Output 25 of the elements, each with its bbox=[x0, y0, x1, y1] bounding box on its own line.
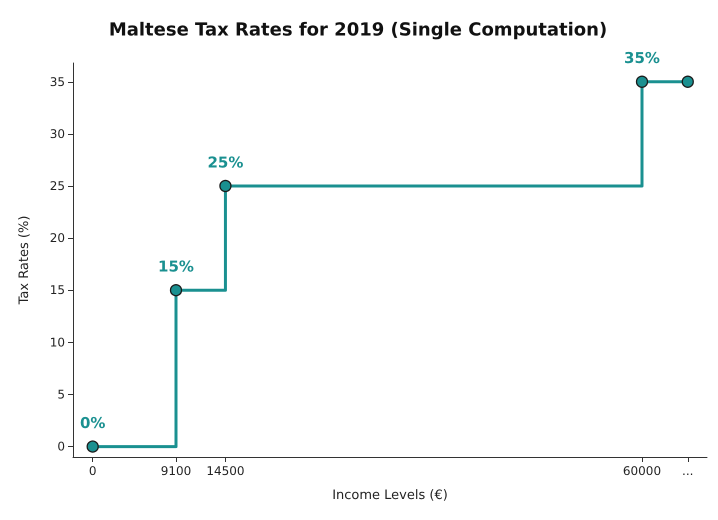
y-axis-title: Tax Rates (%) bbox=[17, 216, 32, 306]
x-tick-label: 9100 bbox=[160, 464, 192, 478]
point bbox=[219, 180, 232, 192]
y-tick-label: 10 bbox=[50, 335, 65, 350]
data-label: 15% bbox=[158, 258, 194, 276]
y-tick-label: 35 bbox=[50, 74, 65, 89]
point bbox=[170, 284, 182, 296]
x-tick-label: ... bbox=[682, 464, 694, 478]
data-label: 25% bbox=[207, 153, 244, 172]
point bbox=[636, 76, 648, 88]
x-tick-label: 60000 bbox=[622, 464, 662, 478]
x-tick-label: 14500 bbox=[206, 464, 245, 478]
x-tick-label: 0 bbox=[88, 464, 97, 478]
data-label: 0% bbox=[80, 414, 106, 432]
data-label: 35% bbox=[624, 49, 660, 68]
chart-title: Maltese Tax Rates for 2019 (Single Computation) bbox=[108, 20, 608, 40]
y-tick-label: 0 bbox=[57, 440, 65, 454]
y-tick-label: 20 bbox=[50, 231, 65, 246]
point bbox=[86, 440, 99, 453]
x-axis-title: Income Levels (€) bbox=[332, 488, 448, 503]
y-tick-label: 15 bbox=[50, 283, 65, 298]
y-tick-label: 5 bbox=[57, 387, 65, 402]
y-tick-label: 25 bbox=[50, 178, 65, 193]
y-tick-label: 30 bbox=[50, 126, 65, 141]
point bbox=[682, 76, 694, 88]
